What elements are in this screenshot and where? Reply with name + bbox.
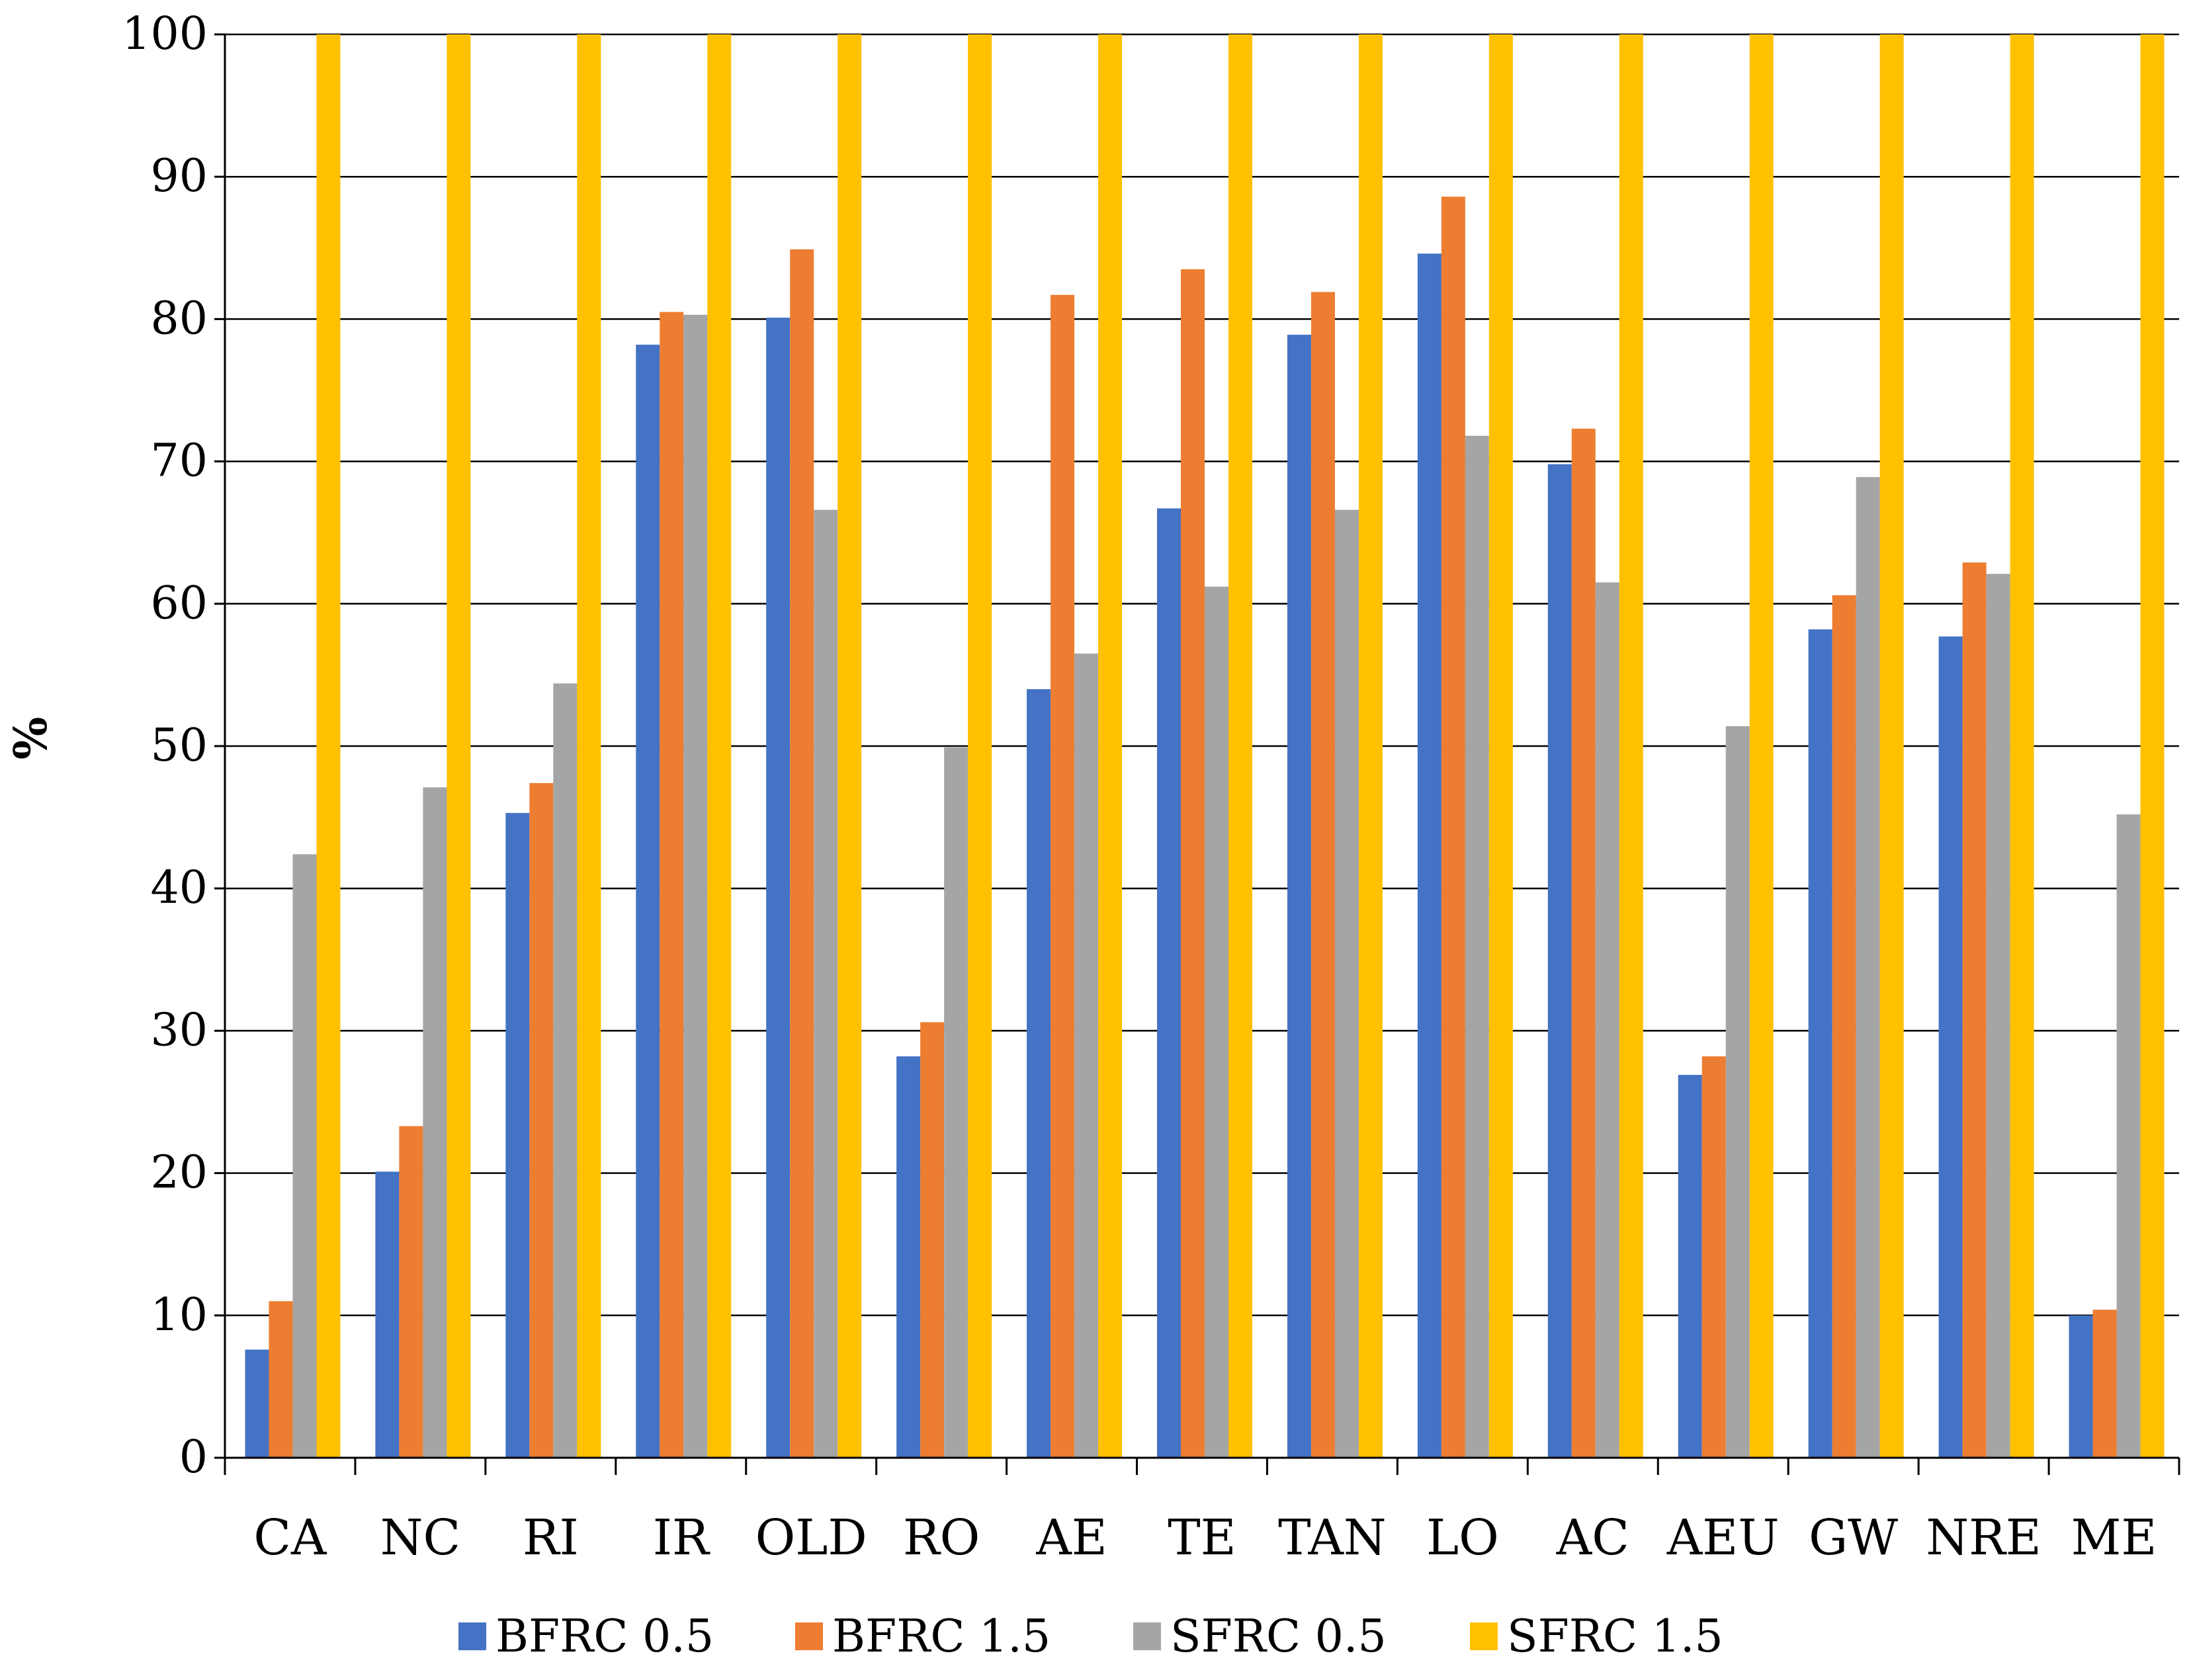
x-tick-label: CA — [253, 1509, 327, 1566]
legend-swatch — [458, 1622, 486, 1650]
bar-ae-bfrc-0_5 — [1027, 689, 1051, 1458]
bar-nre-bfrc-1_5 — [1962, 562, 1987, 1458]
x-tick-label: LO — [1426, 1509, 1499, 1566]
legend-swatch — [1470, 1622, 1498, 1650]
bar-me-sfrc-0_5 — [2116, 814, 2141, 1458]
x-tick-label: OLD — [755, 1509, 867, 1566]
bar-aeu-sfrc-0_5 — [1725, 726, 1750, 1458]
y-tick-label: 80 — [150, 292, 208, 345]
bar-te-sfrc-1_5 — [1228, 34, 1252, 1458]
bar-ae-sfrc-0_5 — [1074, 653, 1099, 1458]
y-tick-label: 90 — [150, 150, 208, 202]
bar-ir-sfrc-0_5 — [683, 314, 708, 1458]
bar-gw-sfrc-0_5 — [1856, 477, 1880, 1458]
bar-ca-sfrc-1_5 — [316, 34, 341, 1458]
legend-label: SFRC 1.5 — [1507, 1611, 1723, 1663]
legend-label: SFRC 0.5 — [1170, 1611, 1387, 1663]
bar-ir-sfrc-1_5 — [707, 34, 732, 1458]
bar-ro-bfrc-0_5 — [896, 1056, 921, 1458]
bar-ro-sfrc-0_5 — [944, 747, 968, 1458]
bar-old-sfrc-1_5 — [838, 34, 862, 1458]
bar-tan-sfrc-1_5 — [1358, 34, 1383, 1458]
bar-ca-bfrc-0_5 — [245, 1349, 269, 1458]
bar-te-sfrc-0_5 — [1205, 586, 1228, 1458]
legend-label: BFRC 0.5 — [495, 1611, 714, 1663]
bar-nre-sfrc-0_5 — [1986, 573, 2010, 1458]
bar-me-bfrc-1_5 — [2092, 1310, 2117, 1458]
bar-old-bfrc-0_5 — [766, 317, 791, 1458]
x-tick-label: RI — [523, 1509, 579, 1566]
x-tick-label: ME — [2071, 1509, 2157, 1566]
bar-ri-bfrc-1_5 — [529, 782, 554, 1458]
axes: 0 10 20 30 40 50 60 70 80 90 100 CA NC RI IR OLD RO AE TE T… — [122, 8, 2180, 1566]
bar-gw-bfrc-1_5 — [1832, 595, 1856, 1458]
bar-ro-sfrc-1_5 — [968, 34, 992, 1458]
y-tick-label: 0 — [179, 1431, 208, 1484]
x-tick-label: NRE — [1926, 1509, 2041, 1566]
y-tick-label: 70 — [150, 435, 208, 487]
legend-label: BFRC 1.5 — [832, 1611, 1051, 1663]
x-tick-label: TE — [1168, 1509, 1236, 1566]
bar-ac-bfrc-0_5 — [1547, 464, 1572, 1458]
bar-ro-bfrc-1_5 — [920, 1022, 945, 1458]
y-tick-label: 30 — [150, 1004, 208, 1056]
bar-ae-sfrc-1_5 — [1098, 34, 1123, 1458]
bar-ae-bfrc-1_5 — [1051, 294, 1075, 1458]
bar-old-sfrc-0_5 — [814, 509, 838, 1458]
x-tick-label: AC — [1556, 1509, 1629, 1566]
bar-gw-bfrc-0_5 — [1808, 629, 1832, 1458]
bar-lo-bfrc-0_5 — [1417, 253, 1441, 1458]
bar-ac-sfrc-1_5 — [1619, 34, 1643, 1458]
bar-tan-bfrc-0_5 — [1287, 335, 1311, 1458]
bar-te-bfrc-0_5 — [1157, 508, 1181, 1458]
bar-ir-bfrc-1_5 — [660, 312, 684, 1458]
bar-aeu-bfrc-0_5 — [1678, 1075, 1702, 1458]
y-tick-label: 40 — [150, 862, 208, 914]
bar-gw-sfrc-1_5 — [1879, 34, 1904, 1458]
bar-ri-sfrc-1_5 — [577, 34, 601, 1458]
bar-nc-sfrc-1_5 — [447, 34, 471, 1458]
bar-nc-bfrc-1_5 — [399, 1126, 423, 1458]
y-axis-label: % — [5, 717, 58, 760]
bar-aeu-bfrc-1_5 — [1701, 1056, 1726, 1458]
y-tick-label: 10 — [150, 1289, 208, 1341]
x-tick-label: TAN — [1278, 1509, 1387, 1566]
y-tick-label: 100 — [122, 8, 208, 60]
bar-nc-bfrc-0_5 — [375, 1171, 400, 1458]
bar-tan-sfrc-0_5 — [1334, 509, 1359, 1458]
x-tick-label: IR — [653, 1509, 710, 1566]
bar-ri-sfrc-0_5 — [553, 683, 578, 1458]
bar-ac-bfrc-1_5 — [1571, 429, 1596, 1458]
bar-nc-sfrc-0_5 — [423, 787, 447, 1458]
bar-lo-bfrc-1_5 — [1441, 196, 1465, 1458]
y-tick-label: 50 — [150, 720, 208, 772]
y-tick-label: 60 — [150, 577, 208, 630]
bar-ac-sfrc-0_5 — [1595, 582, 1619, 1458]
bar-me-sfrc-1_5 — [2140, 34, 2165, 1458]
bar-old-bfrc-1_5 — [790, 249, 814, 1458]
bar-tan-bfrc-1_5 — [1310, 292, 1335, 1458]
bar-lo-sfrc-0_5 — [1465, 435, 1489, 1458]
bars — [245, 34, 2165, 1458]
bar-ir-bfrc-0_5 — [636, 345, 660, 1458]
bar-lo-sfrc-1_5 — [1488, 34, 1513, 1458]
x-tick-label: NC — [380, 1509, 460, 1566]
legend: BFRC 0.5 BFRC 1.5 SFRC 0.5 SFRC 1.5 — [458, 1611, 1723, 1663]
bar-ri-bfrc-0_5 — [505, 813, 530, 1458]
x-tick-label: AEU — [1666, 1509, 1780, 1566]
x-tick-label: AE — [1035, 1509, 1107, 1566]
bar-ca-sfrc-0_5 — [292, 854, 317, 1458]
bar-nre-sfrc-1_5 — [2010, 34, 2034, 1458]
legend-swatch — [795, 1622, 823, 1650]
x-tick-label: GW — [1809, 1509, 1898, 1566]
y-tick-label: 20 — [150, 1147, 208, 1199]
legend-swatch — [1133, 1622, 1161, 1650]
x-tick-label: RO — [903, 1509, 980, 1566]
bar-te-bfrc-1_5 — [1181, 269, 1205, 1458]
bar-nre-bfrc-0_5 — [1938, 636, 1963, 1458]
bar-ca-bfrc-1_5 — [269, 1301, 293, 1458]
bar-me-bfrc-0_5 — [2069, 1315, 2093, 1458]
bar-aeu-sfrc-1_5 — [1749, 34, 1774, 1458]
